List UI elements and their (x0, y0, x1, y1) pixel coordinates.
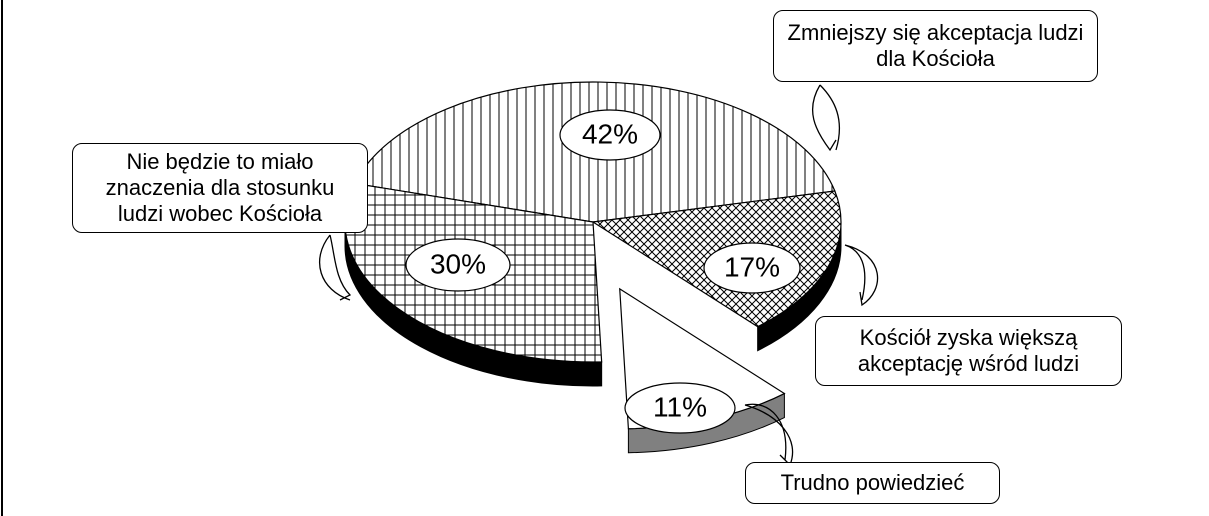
value-label: 11% (653, 391, 707, 422)
value-label-bg (624, 382, 736, 434)
value-label: 30% (430, 248, 486, 279)
value-label: 42% (582, 118, 638, 149)
category-label: Zmniejszy się akceptacja ludzi dla Kości… (773, 10, 1098, 82)
value-label-bg (405, 238, 511, 292)
category-label: Trudno powiedzieć (745, 462, 1000, 504)
category-label: Nie będzie to miało znaczenia dla stosun… (72, 143, 368, 233)
category-label: Kościół zyska większą akceptację wśród l… (815, 316, 1122, 386)
value-label-bg (559, 109, 661, 161)
value-label: 17% (724, 251, 780, 282)
pie: 42% 17% 11% 30% (344, 81, 842, 454)
value-label-bg (703, 242, 801, 294)
